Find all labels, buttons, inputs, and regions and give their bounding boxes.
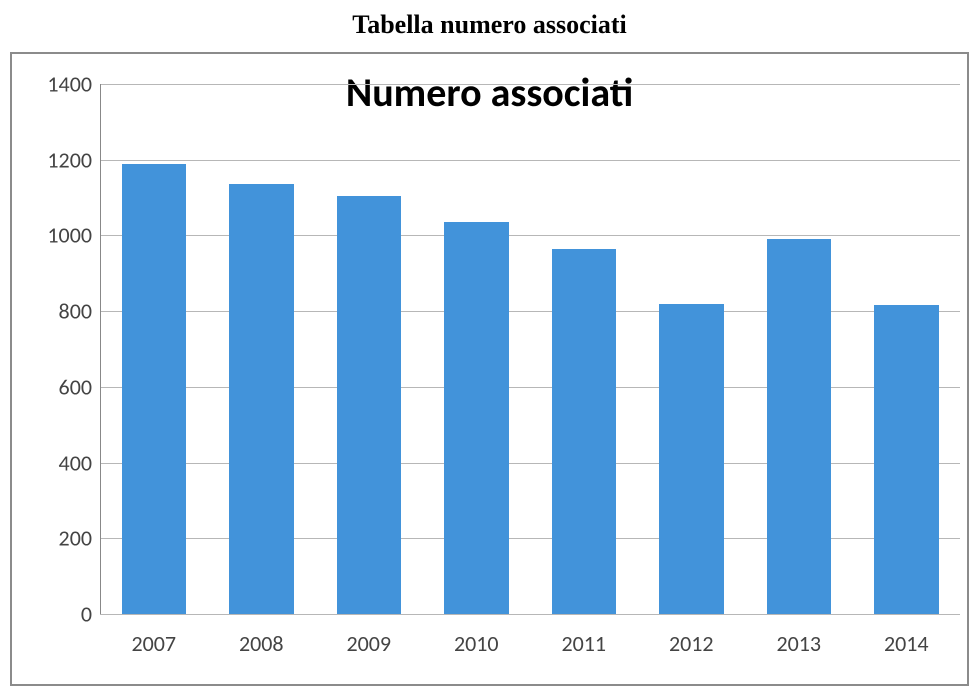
gridline: [100, 614, 960, 615]
bar: [552, 249, 617, 614]
bar: [229, 184, 294, 614]
bar: [659, 304, 724, 614]
x-tick-label: 2014: [884, 630, 929, 657]
bar: [767, 239, 832, 614]
bar: [444, 222, 509, 614]
x-tick-label: 2009: [346, 630, 391, 657]
page-title: Tabella numero associati: [0, 10, 979, 40]
y-tick-label: 600: [59, 373, 92, 400]
chart-plot-area: 0 200 400 600 800 1000 1200 1400 2007 2008 2009 201…: [12, 54, 967, 684]
x-tick-label: 2013: [776, 630, 821, 657]
gridline: [100, 160, 960, 161]
y-tick-label: 0: [81, 601, 92, 628]
y-tick-label: 800: [59, 298, 92, 325]
chart-container: Numero associati 02004006008001000120014…: [10, 52, 969, 686]
y-tick-label: 400: [59, 449, 92, 476]
y-tick-label: 200: [59, 525, 92, 552]
x-tick-label: 2012: [669, 630, 714, 657]
x-tick-label: 2007: [131, 630, 176, 657]
y-tick-label: 1400: [47, 71, 92, 98]
x-tick-label: 2011: [561, 630, 606, 657]
gridline: [100, 84, 960, 85]
y-tick-label: 1200: [47, 146, 92, 173]
bar: [337, 196, 402, 614]
y-tick-label: 1000: [47, 222, 92, 249]
y-axis: [100, 84, 101, 614]
x-tick-label: 2008: [239, 630, 284, 657]
bar: [874, 305, 939, 614]
bar: [122, 164, 187, 615]
x-tick-label: 2010: [454, 630, 499, 657]
